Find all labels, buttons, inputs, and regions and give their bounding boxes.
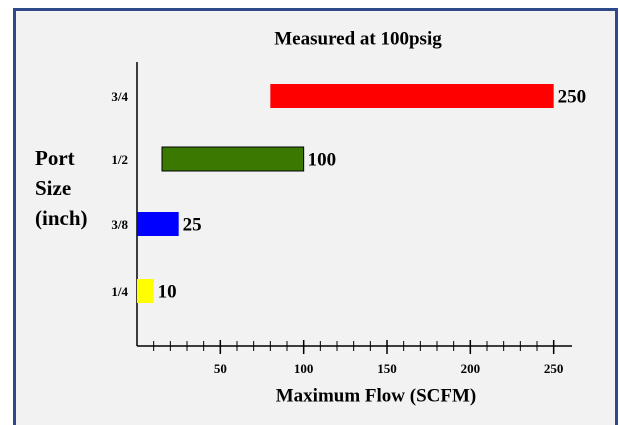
x-tick-label: 150 [377, 361, 397, 376]
y-tick-label: 1/4 [111, 284, 128, 299]
value-label: 250 [558, 86, 587, 107]
bar [137, 212, 179, 236]
y-tick-label: 3/4 [111, 89, 128, 104]
x-tick-label: 50 [214, 361, 227, 376]
value-label: 25 [183, 214, 202, 235]
bar [137, 279, 154, 303]
y-tick-label: 1/2 [111, 152, 128, 167]
x-axis-label: Maximum Flow (SCFM) [276, 385, 477, 406]
chart-title: Measured at 100psig [274, 28, 442, 49]
bar [161, 146, 305, 172]
y-axis-label: (inch) [35, 206, 88, 230]
y-axis-label: Size [35, 176, 71, 200]
frame [13, 8, 618, 425]
value-label: 100 [308, 149, 337, 170]
x-tick-label: 250 [544, 361, 564, 376]
value-label: 10 [158, 281, 177, 302]
y-tick-label: 3/8 [111, 217, 128, 232]
bar [270, 84, 554, 108]
y-axis-label: Port [35, 146, 75, 170]
x-tick-label: 200 [461, 361, 481, 376]
x-tick-label: 100 [294, 361, 314, 376]
